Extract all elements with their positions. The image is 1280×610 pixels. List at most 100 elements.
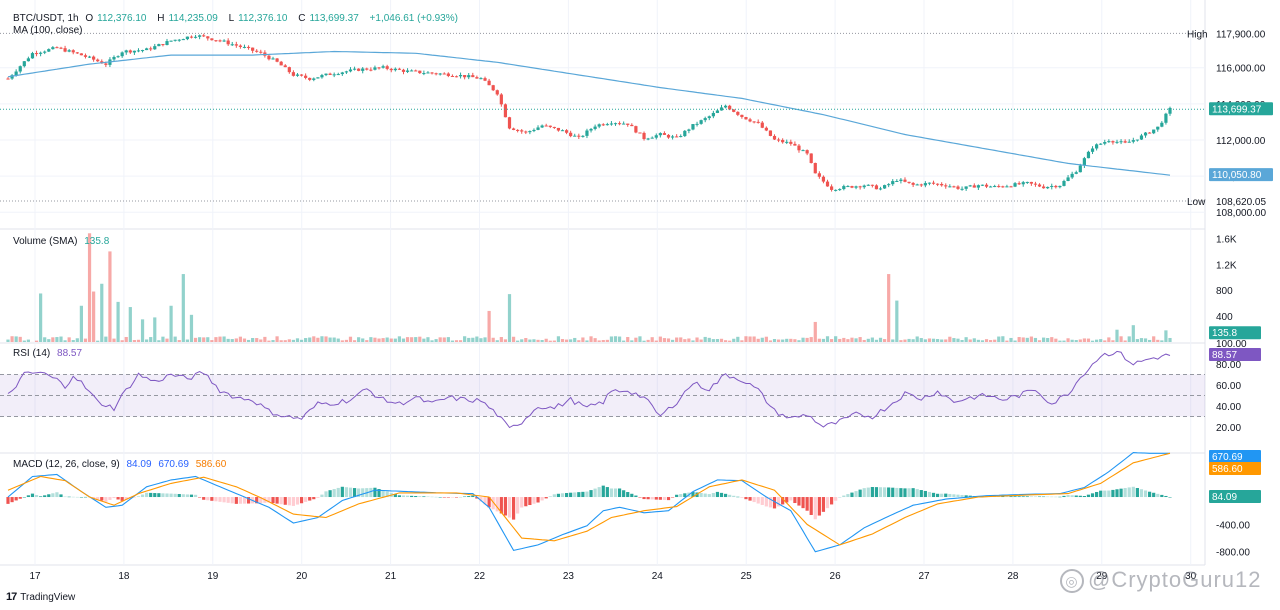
volume-bar [846,339,850,342]
macd-hist-bar [271,497,275,504]
volume-bar [695,337,699,342]
volume-bar [79,305,83,342]
volume-last-tag-bg [1209,326,1261,340]
candle-body [96,59,100,62]
candle-body [617,123,622,125]
candle-body [365,68,369,70]
candle-body [140,50,145,52]
candle-body [405,70,410,72]
candle-body [193,36,198,38]
tv-logo-icon: 17 [6,591,17,603]
macd-hist-bar [198,497,202,498]
macd-hist-bar [585,491,589,498]
candle-body [878,188,883,190]
volume-bar [936,339,940,342]
volume-bar [214,337,218,342]
candle-body [601,124,605,126]
macd-hist-bar [944,493,948,498]
candle-body [687,129,691,131]
candle-body [1135,139,1139,141]
macd-hist-bar [1058,496,1062,498]
macd-hist-bar [410,495,414,498]
volume-bar [638,336,642,342]
macd-hist-bar [149,492,153,498]
volume-bar [6,339,10,342]
candle-body [846,186,850,188]
candle-body [622,123,626,125]
candle-body [870,184,874,186]
volume-bar [226,338,230,342]
candle-body [1062,180,1066,186]
volume-bar [153,317,157,342]
candle-body [259,51,263,53]
macd-hist-bar [361,488,365,498]
volume-bar [801,337,805,342]
volume-bar [752,336,756,342]
macd-hist-bar [691,491,695,498]
macd-line [7,452,1170,553]
volume-bar [564,339,569,342]
macd-hist-bar [911,488,915,498]
candle-body [866,184,870,186]
macd-hist-bar [463,496,467,498]
volume-bar [911,339,915,342]
candle-body [1103,142,1107,144]
rsi-legend[interactable]: RSI (14) 88.57 [13,348,86,360]
macd-hist-bar [666,497,671,501]
volume-bar [430,340,434,342]
macd-hist-bar [214,497,218,502]
candle-body [1139,135,1144,140]
macd-hist-bar [577,492,581,498]
macd-hist-bar [801,497,805,509]
candle-body [438,73,442,75]
open-label: O 112,376.10 [85,13,147,24]
volume-legend[interactable]: Volume (SMA) 135.8 [13,236,113,248]
candle-body [903,179,907,182]
ma-legend[interactable]: MA (100, close) [13,25,86,37]
candle-body [520,130,524,132]
macd-legend[interactable]: MACD (12, 26, close, 9) 84.09 670.69 586… [13,459,230,471]
watermark-text: @CryptoGuru12 [1088,567,1262,592]
volume-bar [104,336,108,342]
macd-hist-bar [475,497,479,499]
macd-hist-bar [728,494,732,498]
volume-bar [989,340,993,342]
x-tick-label: 26 [830,571,842,582]
candle-body [1115,141,1119,143]
macd-hist-bar [903,488,907,498]
macd-hist-bar [899,488,903,498]
volume-bar [238,336,242,342]
volume-bar [1152,336,1156,342]
volume-bar [1005,340,1009,342]
volume-bar [210,340,214,342]
volume-bar [842,337,846,342]
macd-hist-bar [511,497,516,520]
macd-hist-bar [14,497,18,501]
symbol-label[interactable]: BTC/USDT, 1h [13,13,79,24]
volume-bar [136,339,141,342]
tradingview-logo[interactable]: 17 TradingView [6,591,75,603]
volume-bar [10,336,14,342]
volume-bar [475,336,479,342]
macd-hist-bar [108,497,112,500]
candle-body [858,186,862,188]
candle-body [613,123,618,125]
macd-hist-bar [434,496,438,498]
rsi-value: 88.57 [57,348,83,359]
candle-body [234,44,238,46]
candle-body [206,36,210,39]
candle-body [666,134,671,138]
last-price-tag-bg [1209,102,1273,116]
volume-bar [919,338,923,342]
volume-bar [1107,337,1111,342]
candle-body [936,183,940,185]
volume-bar [369,337,373,342]
candle-body [1086,151,1091,159]
volume-bar [1168,337,1172,342]
candle-body [426,72,430,74]
macd-hist-bar [952,494,956,498]
volume-bar [291,339,296,342]
macd-hist-bar [838,497,842,498]
volume-bar [157,340,161,342]
